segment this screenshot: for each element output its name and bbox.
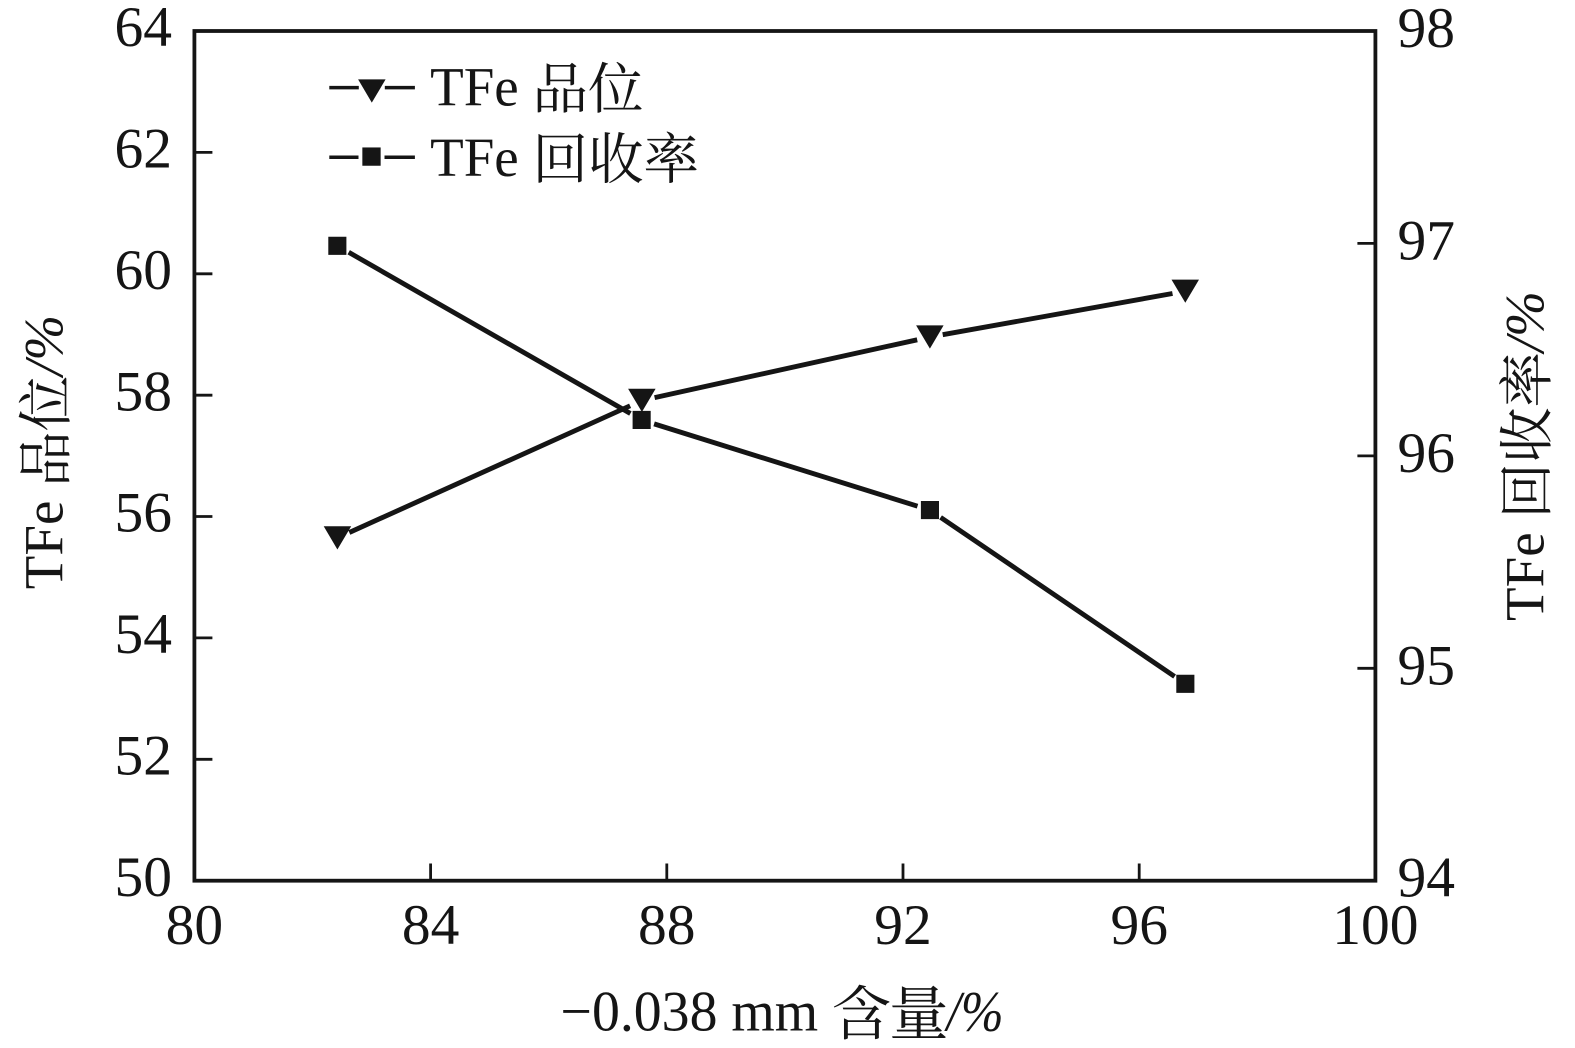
svg-text:84: 84 bbox=[402, 894, 460, 957]
svg-text:80: 80 bbox=[166, 894, 224, 957]
svg-text:/%: /% bbox=[944, 980, 1004, 1043]
svg-text:TFe: TFe bbox=[14, 487, 75, 589]
svg-text:TFe: TFe bbox=[430, 127, 532, 188]
svg-text:98: 98 bbox=[1398, 0, 1456, 60]
svg-text:94: 94 bbox=[1398, 847, 1456, 910]
svg-text:52: 52 bbox=[115, 725, 173, 788]
svg-text:96: 96 bbox=[1398, 422, 1456, 485]
svg-text:100: 100 bbox=[1332, 894, 1418, 957]
svg-text:50: 50 bbox=[115, 846, 173, 909]
svg-text:62: 62 bbox=[115, 118, 173, 181]
svg-text:95: 95 bbox=[1398, 634, 1456, 697]
svg-text:56: 56 bbox=[115, 482, 173, 545]
svg-text:60: 60 bbox=[115, 239, 173, 302]
svg-text:/%: /% bbox=[1495, 291, 1556, 355]
svg-text:−0.038 mm: −0.038 mm bbox=[561, 980, 819, 1043]
svg-text:97: 97 bbox=[1398, 209, 1456, 272]
svg-text:58: 58 bbox=[115, 360, 173, 423]
svg-text:54: 54 bbox=[115, 603, 173, 666]
svg-text:TFe: TFe bbox=[1495, 519, 1556, 621]
svg-text:88: 88 bbox=[638, 894, 696, 957]
svg-text:/%: /% bbox=[14, 315, 75, 379]
svg-text:TFe: TFe bbox=[430, 57, 532, 118]
svg-text:96: 96 bbox=[1110, 894, 1168, 957]
svg-text:64: 64 bbox=[115, 0, 173, 59]
svg-text:92: 92 bbox=[874, 894, 932, 957]
